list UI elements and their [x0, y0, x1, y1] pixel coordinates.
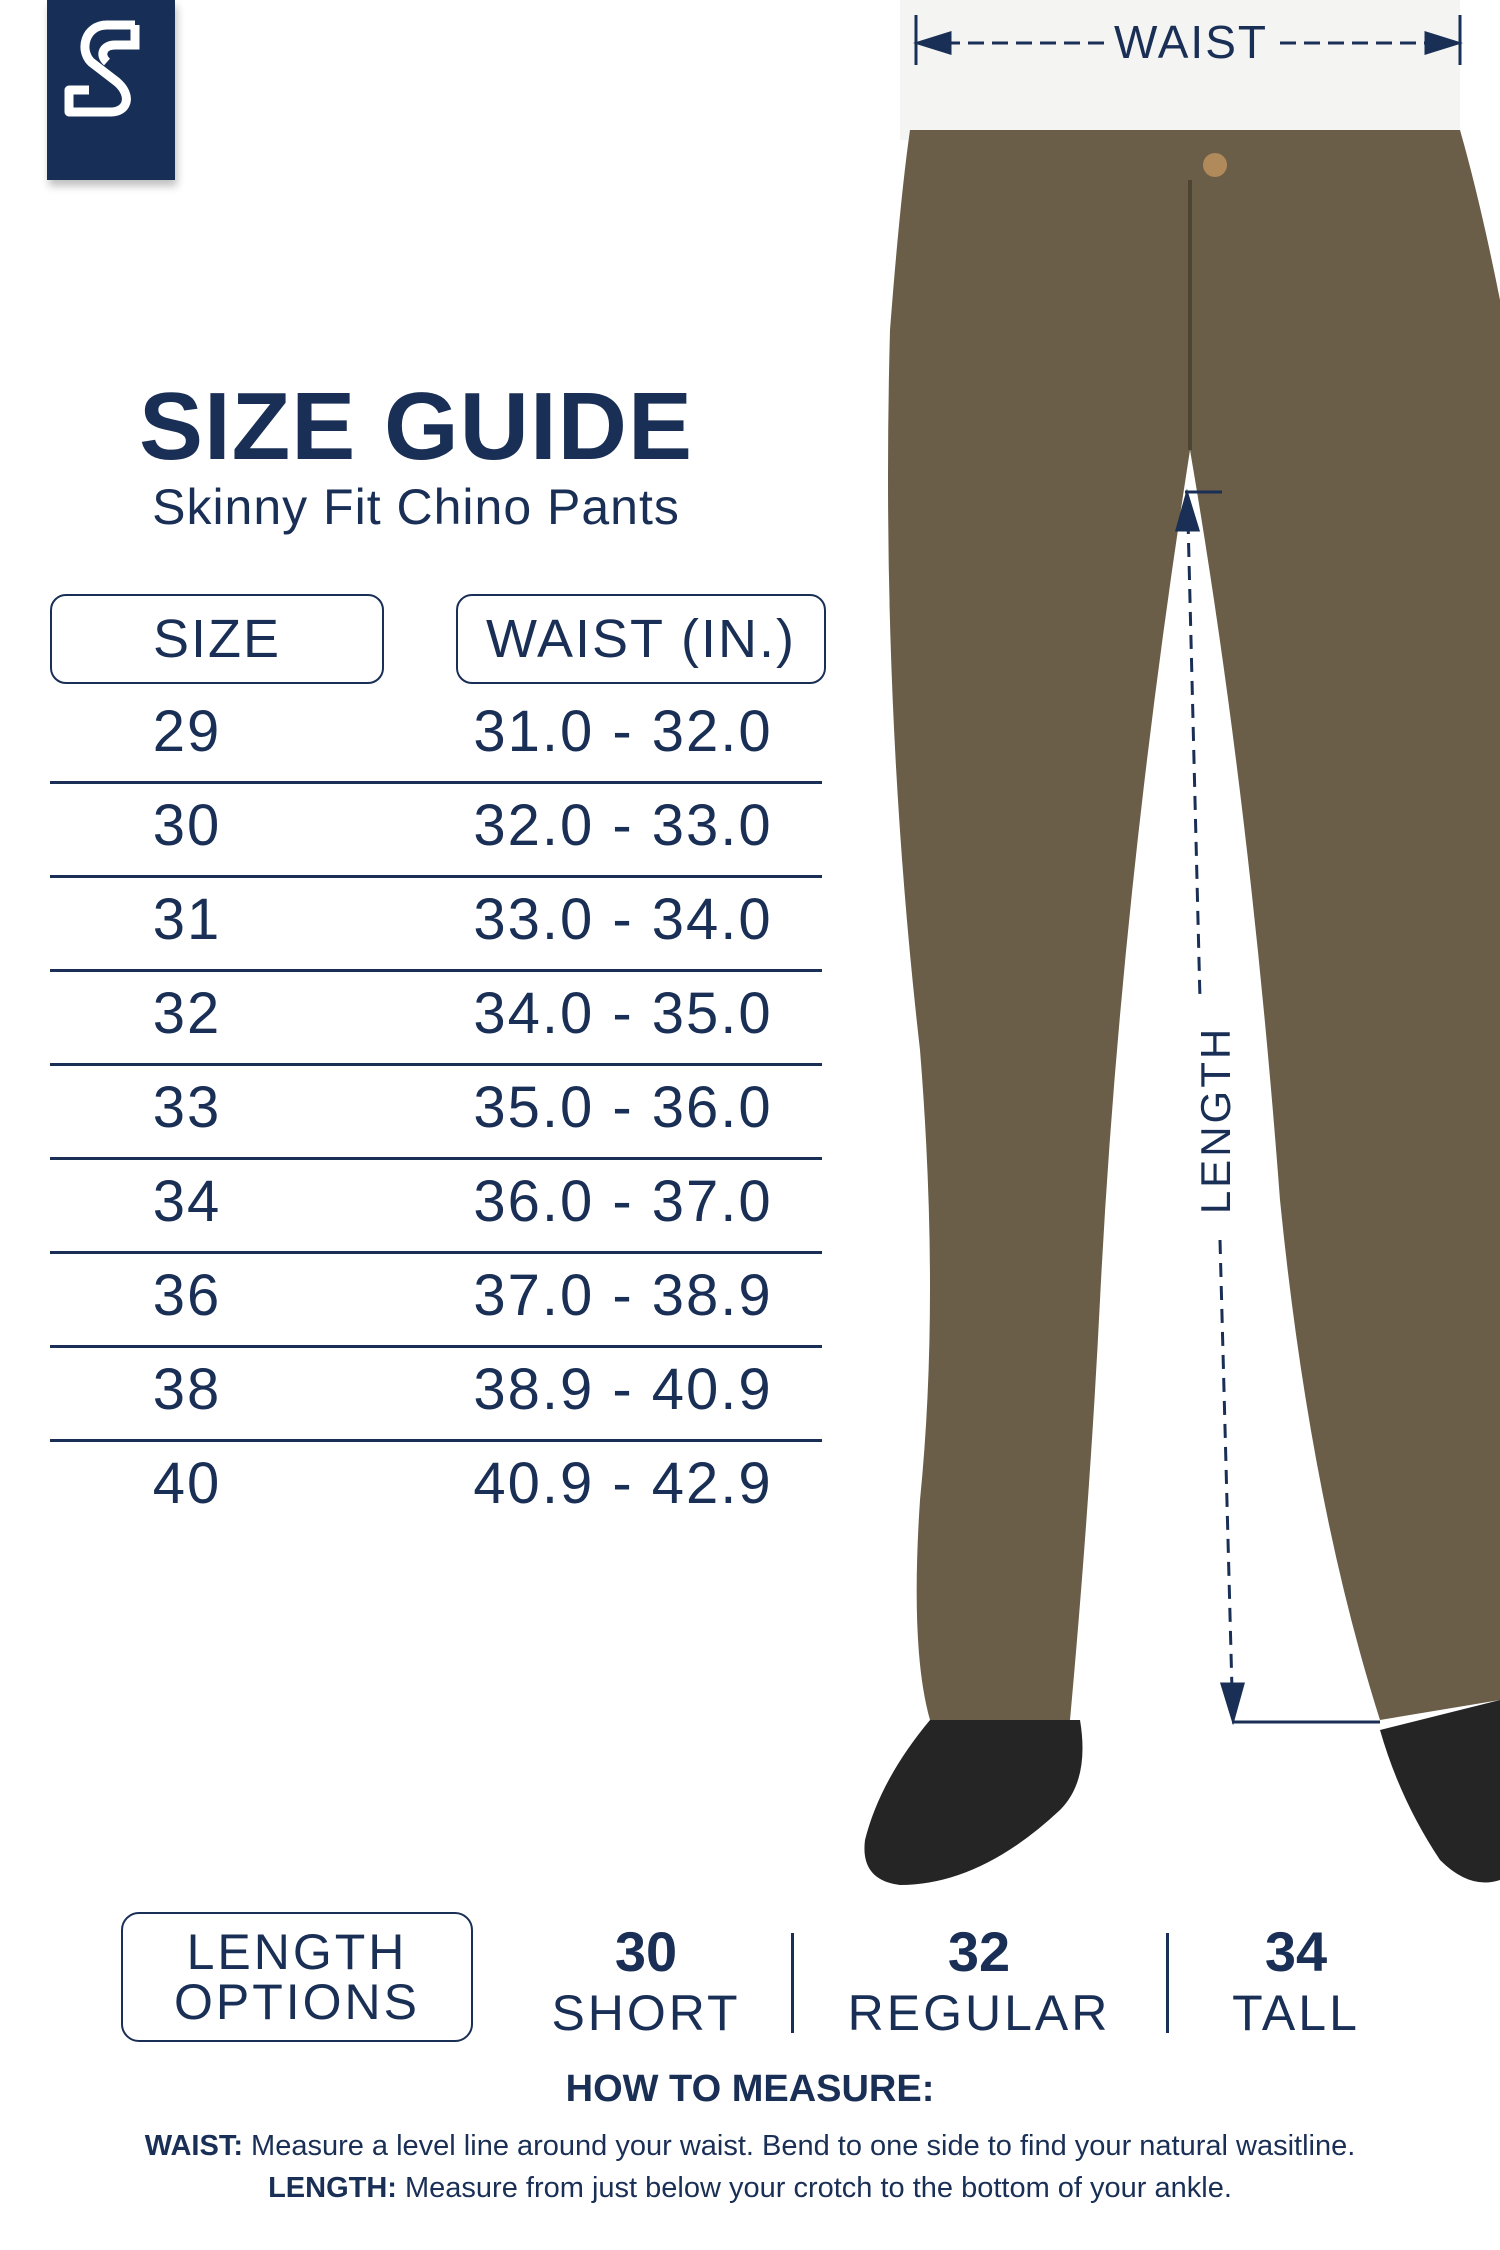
table-row: 30 32.0 - 33.0: [50, 784, 822, 878]
table-row: 34 36.0 - 37.0: [50, 1160, 822, 1254]
table-row: 40 40.9 - 42.9: [50, 1442, 822, 1536]
length-number: 30: [614, 1920, 678, 1983]
arrow-up-icon: [1175, 488, 1201, 532]
waist-cell: 35.0 - 36.0: [473, 1075, 773, 1140]
waist-cell: 40.9 - 42.9: [473, 1451, 773, 1516]
length-label: LENGTH: [1192, 1026, 1239, 1214]
waist-cell: 36.0 - 37.0: [473, 1169, 773, 1234]
waist-cell: 34.0 - 35.0: [473, 981, 773, 1046]
row-divider: [50, 781, 822, 784]
row-divider: [50, 969, 822, 972]
size-cell: 38: [152, 1357, 222, 1422]
length-instruction: LENGTH: Measure from just below your cro…: [0, 2172, 1500, 2205]
waist-label: WAIST: [1114, 16, 1268, 68]
waist-instruction: WAIST: Measure a level line around your …: [0, 2130, 1500, 2163]
length-name: REGULAR: [847, 1985, 1111, 2041]
waist-cell: 33.0 - 34.0: [473, 887, 773, 952]
waist-cell: 38.9 - 40.9: [473, 1357, 773, 1422]
size-cell: 31: [152, 887, 222, 952]
table-row: 36 37.0 - 38.9: [50, 1254, 822, 1348]
table-row: 31 33.0 - 34.0: [50, 878, 822, 972]
size-cell: 32: [152, 981, 222, 1046]
size-cell: 30: [152, 793, 222, 858]
length-number: 32: [947, 1920, 1011, 1983]
arrow-down-icon: [1219, 1682, 1245, 1726]
size-cell: 36: [152, 1263, 222, 1328]
length-options-label: LENGTH OPTIONS: [121, 1912, 473, 2042]
size-cell: 29: [152, 699, 222, 764]
row-divider: [50, 875, 822, 878]
page-title: SIZE GUIDE: [138, 373, 694, 480]
arrow-right-icon: [1424, 30, 1464, 56]
table-row: 29 31.0 - 32.0: [50, 690, 822, 784]
pants-diagram: WAIST LENGTH: [860, 0, 1500, 1900]
row-divider: [50, 1439, 822, 1442]
waist-cell: 37.0 - 38.9: [473, 1263, 773, 1328]
length-options-line1: LENGTH: [186, 1924, 408, 1980]
size-cell: 34: [152, 1169, 222, 1234]
size-cell: 40: [152, 1451, 222, 1516]
waist-term: WAIST:: [144, 2130, 243, 2162]
length-option-short: 30 SHORT: [496, 1920, 796, 2042]
how-to-measure-heading: HOW TO MEASURE:: [565, 2068, 935, 2110]
length-option-regular: 32 REGULAR: [829, 1920, 1129, 2042]
length-number: 34: [1264, 1920, 1328, 1983]
waist-cell: 31.0 - 32.0: [473, 699, 773, 764]
table-row: 32 34.0 - 35.0: [50, 972, 822, 1066]
waist-text: Measure a level line around your waist. …: [242, 2130, 1356, 2162]
column-header-size: SIZE: [50, 594, 384, 684]
brand-logo: [47, 0, 175, 180]
length-text: Measure from just below your crotch to t…: [396, 2172, 1232, 2204]
row-divider: [50, 1345, 822, 1348]
page-subtitle: Skinny Fit Chino Pants: [152, 479, 680, 535]
length-option-tall: 34 TALL: [1146, 1920, 1446, 2042]
divider: [1166, 1933, 1169, 2033]
size-cell: 33: [152, 1075, 222, 1140]
shoe-right-image: [1380, 1700, 1500, 1883]
row-divider: [50, 1251, 822, 1254]
length-name: TALL: [1232, 1985, 1360, 2041]
length-name: SHORT: [551, 1985, 741, 2041]
divider: [791, 1933, 794, 2033]
s-logo-icon: [64, 20, 140, 117]
shoe-left-image: [864, 1720, 1083, 1885]
row-divider: [50, 1157, 822, 1160]
table-row: 38 38.9 - 40.9: [50, 1348, 822, 1442]
arrow-left-icon: [912, 30, 952, 56]
pants-image: [888, 130, 1500, 1720]
length-term: LENGTH:: [268, 2172, 397, 2204]
length-options-line2: OPTIONS: [173, 1974, 421, 2030]
button-image: [1203, 153, 1227, 177]
shirt-image: [900, 0, 1460, 140]
table-row: 33 35.0 - 36.0: [50, 1066, 822, 1160]
row-divider: [50, 1063, 822, 1066]
column-header-waist: WAIST (IN.): [456, 594, 826, 684]
waist-cell: 32.0 - 33.0: [473, 793, 773, 858]
